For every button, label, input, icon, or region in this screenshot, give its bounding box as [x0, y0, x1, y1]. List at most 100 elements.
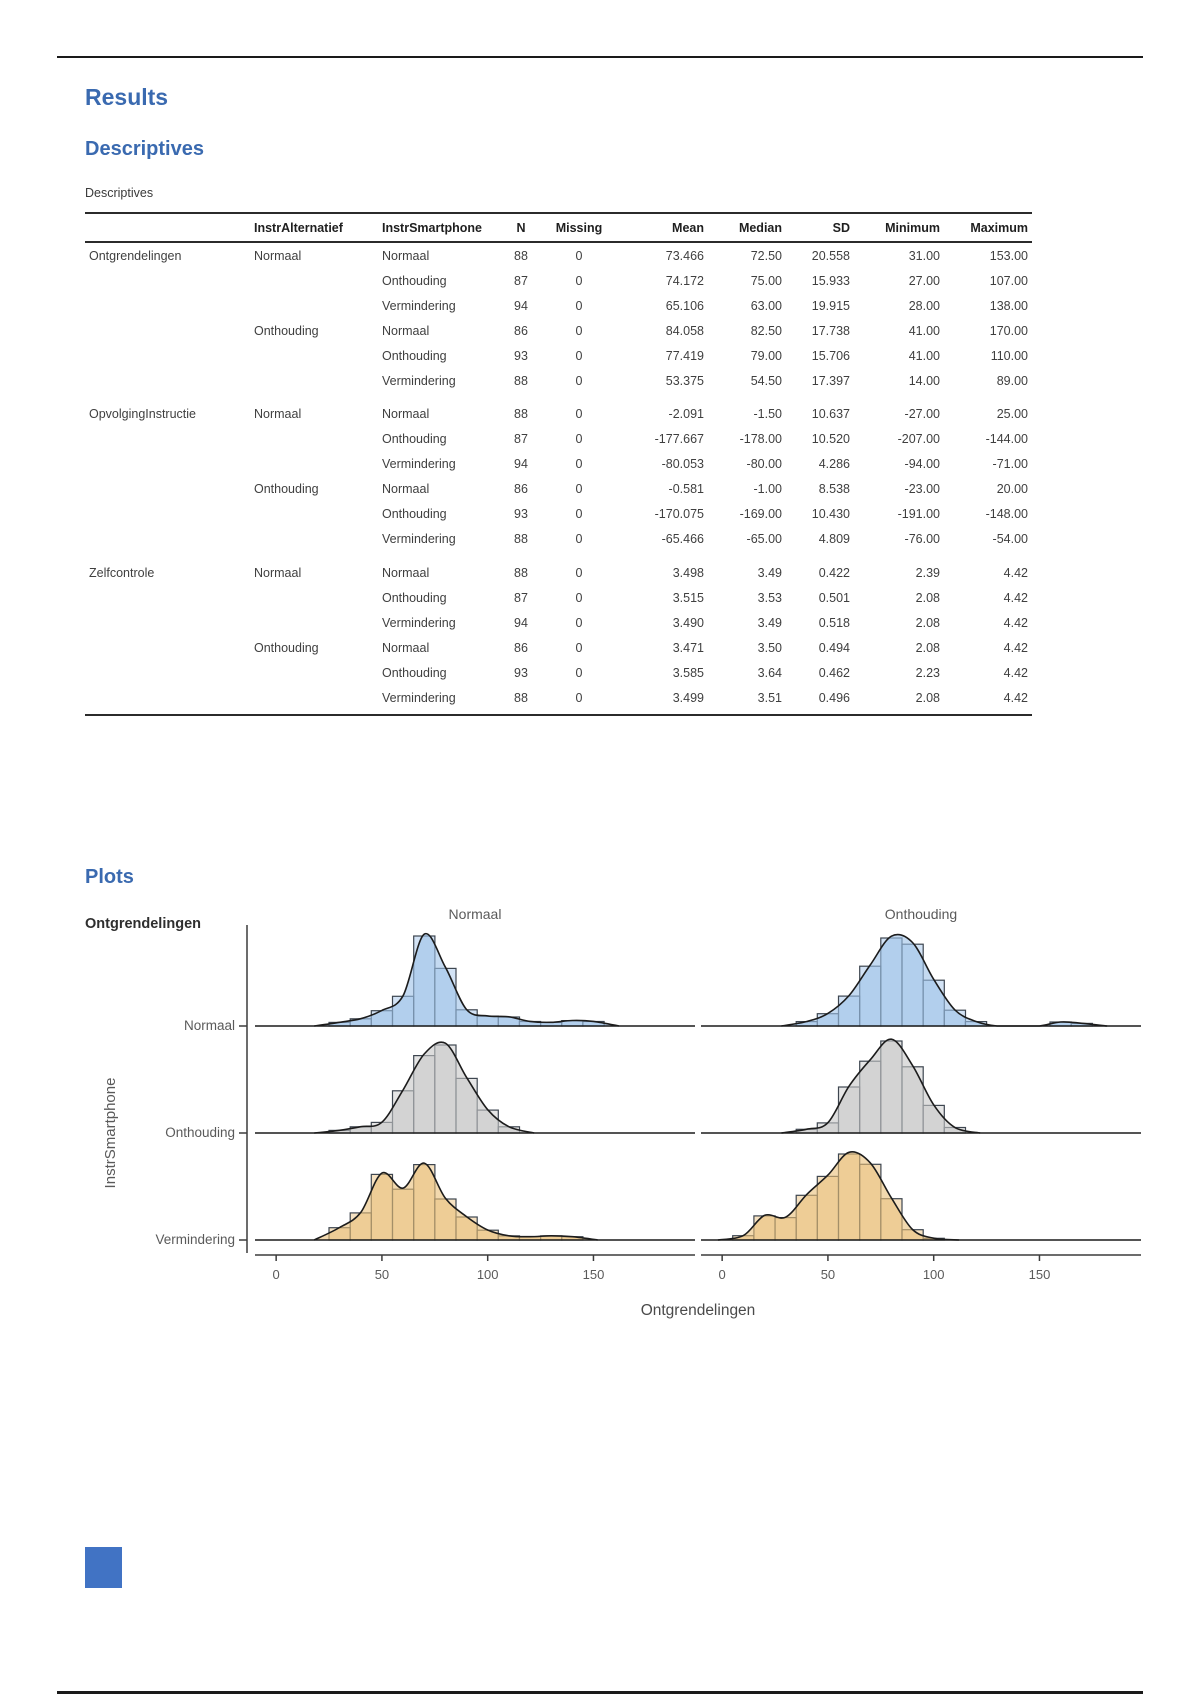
table-cell: 86	[514, 640, 528, 655]
table-cell: Onthouding	[382, 507, 447, 521]
table-cell: 0	[575, 432, 583, 446]
table-cell: -80.053	[661, 457, 704, 471]
table-cell: 110.00	[990, 348, 1028, 363]
table-cell: 17.738	[811, 323, 850, 338]
facet-title: Normaal	[449, 906, 502, 922]
table-cell: 0	[575, 507, 583, 521]
table-cell	[85, 585, 250, 610]
table-cell: 8.538	[818, 482, 850, 496]
table-cell: 88	[514, 565, 528, 580]
table-row: Vermindering 94 0 3.490 3.49 0.518 2.08 4.42	[85, 610, 1032, 635]
table-cell: Normaal	[382, 248, 430, 263]
table-cell: -65.466	[661, 532, 704, 546]
table-cell: -177.667	[654, 432, 704, 446]
table-cell: Onthouding	[382, 348, 447, 363]
x-tick-label: 0	[719, 1267, 726, 1282]
table-cell: 88	[514, 248, 528, 263]
table-row: Onthouding Normaal 86 0 -0.581 -1.00 8.538 -23.…	[85, 477, 1032, 502]
table-cell: 0.462	[818, 665, 850, 680]
table-cell	[85, 660, 250, 685]
table-cell	[250, 685, 378, 715]
table-cell: Normaal	[382, 323, 430, 338]
row-label: Vermindering	[155, 1232, 235, 1247]
plots-heading: Plots	[85, 866, 134, 888]
table-cell: 0	[575, 640, 583, 655]
table-cell: -178.00	[739, 432, 782, 446]
table-cell	[85, 635, 250, 660]
table-header-cell: InstrSmartphone	[378, 212, 498, 243]
x-tick-label: 50	[375, 1267, 389, 1282]
table-cell: 94	[514, 298, 528, 313]
table-cell	[250, 343, 378, 368]
table-cell: -169.00	[739, 507, 782, 521]
table-cell: 3.471	[672, 640, 704, 655]
table-cell: Vermindering	[382, 690, 456, 705]
table-header-cell: Mean	[614, 212, 708, 243]
table-cell: 94	[514, 615, 528, 630]
table-cell: 94	[514, 457, 528, 471]
table-cell: 87	[514, 590, 528, 605]
table-cell: -71.00	[992, 457, 1028, 471]
table-header-cell: Maximum	[944, 212, 1032, 243]
table-cell: 17.397	[811, 373, 850, 388]
table-cell: 0	[575, 323, 583, 338]
table-cell: OpvolgingInstructie	[89, 407, 197, 421]
table-cell: -23.00	[904, 482, 940, 496]
table-cell: 0	[575, 615, 583, 630]
table-cell: 0	[575, 482, 583, 496]
table-cell: 0	[575, 457, 583, 471]
page-bottom-rule	[57, 1691, 1143, 1694]
table-cell: -1.00	[753, 482, 783, 496]
table-row: Vermindering 88 0 3.499 3.51 0.496 2.08 4.42	[85, 685, 1032, 715]
table-cell: 54.50	[750, 373, 782, 388]
table-cell: 41.00	[908, 323, 940, 338]
table-cell: 10.520	[811, 432, 850, 446]
table-cell: Vermindering	[382, 298, 456, 313]
table-cell: 86	[514, 323, 528, 338]
table-cell: 31.00	[908, 248, 940, 263]
table-cell: 10.637	[811, 407, 850, 421]
table-cell	[85, 685, 250, 715]
table-cell: 0	[575, 373, 583, 388]
table-cell: 87	[514, 432, 528, 446]
plot-subtitle: Ontgrendelingen	[85, 916, 201, 932]
table-cell: Vermindering	[382, 615, 456, 630]
table-cell: 0.501	[818, 590, 850, 605]
table-header-cell: InstrAlternatief	[250, 212, 378, 243]
table-cell: 0	[575, 407, 583, 421]
table-cell: Vermindering	[382, 532, 456, 546]
table-cell	[85, 452, 250, 477]
table-cell: 89.00	[996, 373, 1028, 388]
table-cell: 41.00	[908, 348, 940, 363]
table-cell	[250, 293, 378, 318]
table-cell: 84.058	[665, 323, 704, 338]
table-row: Onthouding 93 0 -170.075 -169.00 10.430 -191.0…	[85, 502, 1032, 527]
table-cell: -76.00	[904, 532, 940, 546]
table-cell: Ontgrendelingen	[89, 248, 182, 263]
table-cell: Normaal	[254, 565, 302, 580]
table-cell: 75.00	[750, 273, 782, 288]
table-row: Vermindering 94 0 -80.053 -80.00 4.286 -94.00 -…	[85, 452, 1032, 477]
table-cell: 93	[514, 348, 528, 363]
table-row: Onthouding Normaal 86 0 84.058 82.50 17.738 41.…	[85, 318, 1032, 343]
table-cell	[85, 502, 250, 527]
table-cell: 138.00	[989, 298, 1028, 313]
table-cell: 0	[575, 532, 583, 546]
table-cell: 0	[575, 665, 583, 680]
results-heading: Results	[85, 84, 169, 110]
table-cell: -1.50	[753, 407, 783, 421]
table-header-cell: N	[498, 212, 544, 243]
table-cell: 3.490	[672, 615, 704, 630]
table-cell: 170.00	[989, 323, 1028, 338]
x-tick-label: 50	[821, 1267, 835, 1282]
table-cell: Normaal	[254, 407, 302, 421]
table-cell: Onthouding	[382, 590, 447, 605]
descriptives-heading: Descriptives	[85, 138, 204, 160]
table-cell: -191.00	[897, 507, 940, 521]
table-cell: 82.50	[750, 323, 782, 338]
table-cell: 0	[575, 348, 583, 363]
distribution-plot: Normaal Onthouding Normaal Onthouding Vermin…	[102, 906, 1141, 1319]
table-cell: 2.08	[915, 640, 940, 655]
table-row: Onthouding Normaal 86 0 3.471 3.50 0.494 2.08 4.…	[85, 635, 1032, 660]
table-cell: 65.106	[665, 298, 704, 313]
